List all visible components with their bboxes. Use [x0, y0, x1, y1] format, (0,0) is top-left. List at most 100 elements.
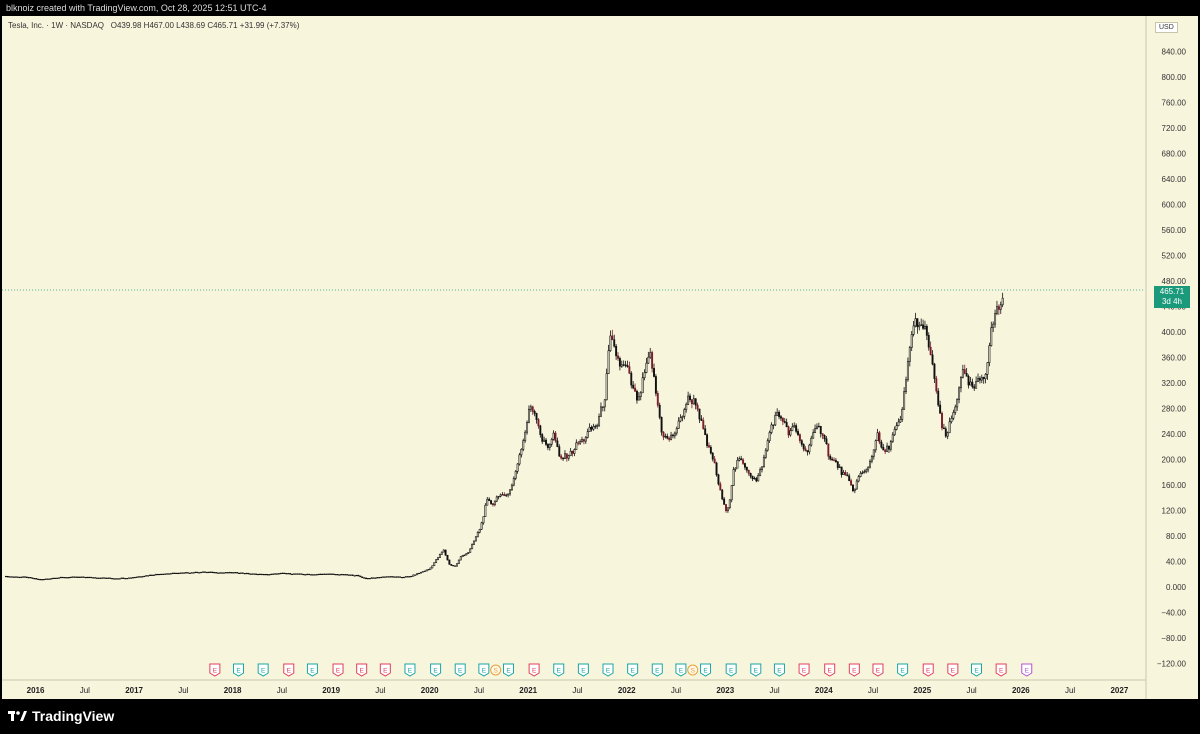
- y-tick-label: 760.00: [1162, 98, 1187, 107]
- split-marker[interactable]: [490, 664, 502, 676]
- candle: [22, 576, 25, 578]
- candle: [249, 573, 252, 575]
- candle: [996, 306, 998, 314]
- earnings-marker[interactable]: [947, 663, 959, 677]
- earnings-marker[interactable]: [430, 663, 442, 677]
- candle: [698, 408, 701, 420]
- earnings-marker[interactable]: [528, 663, 540, 677]
- candle: [851, 484, 854, 491]
- candle: [6, 575, 9, 578]
- earnings-marker[interactable]: [824, 663, 836, 677]
- candle: [594, 426, 597, 428]
- earnings-marker[interactable]: [675, 663, 687, 677]
- earnings-marker[interactable]: [700, 663, 712, 677]
- candle: [942, 427, 945, 430]
- earnings-marker[interactable]: [798, 663, 810, 677]
- earnings-marker[interactable]: [454, 663, 466, 677]
- candle: [899, 419, 902, 423]
- candle: [912, 325, 915, 335]
- earnings-marker[interactable]: [922, 663, 934, 677]
- candle: [230, 572, 233, 574]
- candle: [668, 437, 671, 440]
- candle: [755, 478, 758, 482]
- earnings-marker[interactable]: [502, 663, 514, 677]
- candle: [67, 577, 70, 579]
- marker-label: E: [383, 668, 388, 675]
- candle: [185, 572, 187, 574]
- candle: [20, 576, 23, 578]
- candle: [495, 496, 498, 502]
- y-tick-label: 0.000: [1166, 583, 1187, 592]
- earnings-marker[interactable]: [209, 663, 221, 677]
- candle: [402, 576, 405, 579]
- candle: [717, 474, 720, 485]
- earnings-marker[interactable]: [725, 663, 737, 677]
- candle: [740, 458, 743, 461]
- earnings-marker[interactable]: [897, 663, 909, 677]
- candle: [903, 391, 906, 410]
- earnings-marker[interactable]: [577, 663, 589, 677]
- candle: [446, 554, 449, 561]
- candle: [687, 395, 690, 405]
- candle: [264, 573, 267, 576]
- earnings-marker[interactable]: [602, 663, 614, 677]
- earnings-marker[interactable]: [379, 663, 391, 677]
- split-marker[interactable]: [687, 664, 699, 676]
- candle: [283, 572, 286, 575]
- candle: [592, 426, 595, 430]
- earnings-marker[interactable]: [773, 663, 785, 677]
- candle: [931, 354, 934, 365]
- earnings-marker[interactable]: [404, 663, 416, 677]
- candle: [624, 364, 627, 366]
- earnings-marker[interactable]: [872, 663, 884, 677]
- candle: [473, 540, 475, 545]
- earnings-marker[interactable]: [651, 663, 663, 677]
- earnings-marker[interactable]: [627, 663, 639, 677]
- candle: [829, 455, 832, 460]
- chart-panel[interactable]: −120.00 −80.00 −40.00 0.000 40.00 80.00 120.00…: [2, 16, 1198, 699]
- candle: [296, 573, 299, 575]
- y-tick-label: 40.00: [1166, 557, 1187, 566]
- earnings-marker[interactable]: [233, 663, 245, 677]
- candle: [759, 469, 762, 476]
- x-tick-label: 2027: [1110, 686, 1128, 695]
- earnings-marker[interactable]: [478, 663, 490, 677]
- candle: [226, 572, 229, 574]
- earnings-marker[interactable]: [971, 663, 983, 677]
- candle: [236, 572, 239, 574]
- earnings-marker[interactable]: [848, 663, 860, 677]
- candle: [825, 438, 828, 445]
- candle: [113, 578, 115, 580]
- tradingview-logo[interactable]: TradingView: [8, 708, 114, 724]
- candle: [293, 573, 295, 575]
- candle: [474, 536, 477, 542]
- price-chart[interactable]: −120.00 −80.00 −40.00 0.000 40.00 80.00 120.00…: [2, 16, 1198, 699]
- candle: [613, 339, 616, 347]
- price-scale-panel[interactable]: [1146, 16, 1198, 699]
- candle: [725, 504, 727, 512]
- earnings-marker[interactable]: [750, 663, 762, 677]
- candle: [599, 406, 602, 417]
- candle: [162, 573, 165, 575]
- earnings-marker[interactable]: [356, 663, 368, 677]
- earnings-marker[interactable]: [257, 663, 269, 677]
- candle: [681, 416, 684, 418]
- earnings-marker[interactable]: [995, 663, 1007, 677]
- marker-label: E: [754, 668, 759, 675]
- x-tick-label: Jul: [474, 686, 484, 695]
- earnings-marker[interactable]: [553, 663, 565, 677]
- earnings-marker[interactable]: [1021, 663, 1033, 677]
- earnings-marker[interactable]: [332, 663, 344, 677]
- candle: [806, 450, 809, 453]
- currency-label[interactable]: USD: [1155, 22, 1178, 33]
- earnings-marker[interactable]: [306, 663, 318, 677]
- candle: [728, 499, 731, 509]
- candle: [787, 426, 790, 436]
- earnings-marker[interactable]: [283, 663, 295, 677]
- candle: [224, 572, 227, 574]
- candle: [844, 472, 847, 476]
- candle: [692, 398, 695, 405]
- marker-label: E: [703, 668, 708, 675]
- candle: [654, 376, 657, 394]
- candle: [556, 440, 559, 448]
